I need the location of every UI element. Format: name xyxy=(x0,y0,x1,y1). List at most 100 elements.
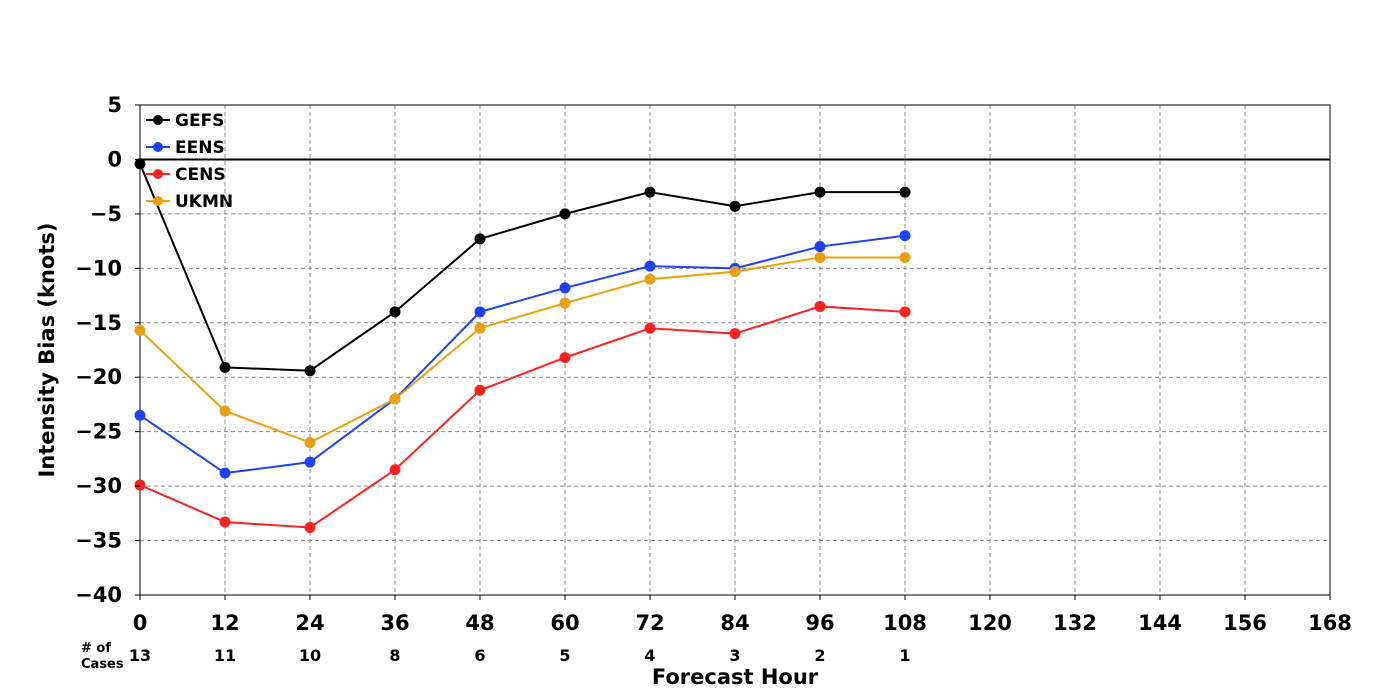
y-tick-label: 5 xyxy=(107,93,122,117)
series-layer xyxy=(134,158,911,533)
legend-item-eens: EENS xyxy=(146,138,225,158)
data-point-cens xyxy=(559,352,571,364)
case-count: 5 xyxy=(559,646,570,665)
data-point-gefs xyxy=(219,361,231,373)
data-point-ukmn xyxy=(304,437,316,449)
x-tick-label: 120 xyxy=(968,611,1012,635)
y-tick-label: 0 xyxy=(107,147,122,171)
case-count: 11 xyxy=(214,646,236,665)
data-point-ukmn xyxy=(729,266,741,278)
x-tick-label: 48 xyxy=(465,611,494,635)
data-point-ukmn xyxy=(644,273,656,285)
legend-swatch-marker xyxy=(153,169,163,179)
data-point-gefs xyxy=(559,208,571,220)
series-line-cens xyxy=(139,305,906,529)
data-point-eens xyxy=(559,282,571,294)
data-point-cens xyxy=(644,322,656,334)
x-tick-label: 132 xyxy=(1053,611,1097,635)
legend-label: EENS xyxy=(175,138,225,158)
series-gefs xyxy=(134,158,911,377)
series-cens xyxy=(134,300,911,533)
data-point-cens xyxy=(474,384,486,396)
y-tick-label: −20 xyxy=(75,365,122,389)
data-point-gefs xyxy=(304,365,316,377)
legend-item-ukmn: UKMN xyxy=(146,192,233,212)
series-line-ukmn xyxy=(139,256,905,444)
data-point-eens xyxy=(814,241,826,253)
x-tick-label: 0 xyxy=(133,611,148,635)
data-point-cens xyxy=(899,306,911,318)
legend-label: UKMN xyxy=(175,192,233,212)
case-count: 2 xyxy=(814,646,825,665)
case-count: 6 xyxy=(474,646,485,665)
x-axis-ticks: 0 12 24 36 48 60 72 84 96 108 120 132 144 156 168 xyxy=(133,595,1352,635)
data-point-ukmn xyxy=(559,297,571,309)
legend: GEFS EENS CENS UKMN xyxy=(146,111,233,212)
data-point-eens xyxy=(134,409,146,421)
series-eens xyxy=(134,230,911,479)
cases-row-label: # of xyxy=(81,641,111,656)
y-tick-label: −35 xyxy=(75,529,122,553)
y-tick-label: −5 xyxy=(90,202,122,226)
series-line-gefs xyxy=(139,163,905,372)
x-tick-label: 72 xyxy=(635,611,664,635)
x-tick-label: 156 xyxy=(1223,611,1267,635)
y-axis-label: Intensity Bias (knots) xyxy=(35,223,59,478)
x-tick-label: 108 xyxy=(883,611,927,635)
data-point-ukmn xyxy=(219,405,231,417)
data-point-cens xyxy=(729,328,741,340)
data-point-gefs xyxy=(474,233,486,245)
series-ukmn xyxy=(134,251,911,449)
data-point-cens xyxy=(389,464,401,476)
data-point-gefs xyxy=(814,186,826,198)
data-point-gefs xyxy=(134,158,146,170)
series-line-eens xyxy=(139,234,906,475)
legend-swatch-marker xyxy=(153,142,163,152)
case-count: 1 xyxy=(899,646,910,665)
case-count: 13 xyxy=(129,646,151,665)
y-axis-ticks: 5 0 −5 −10 −15 −20 −25 −30 −35 −40 xyxy=(75,93,140,607)
x-tick-label: 144 xyxy=(1138,611,1182,635)
data-point-cens xyxy=(304,521,316,533)
legend-swatch-marker xyxy=(153,115,163,125)
legend-item-cens: CENS xyxy=(146,165,226,185)
y-tick-label: −10 xyxy=(75,256,122,280)
data-point-ukmn xyxy=(134,324,146,336)
data-point-gefs xyxy=(729,200,741,212)
data-point-eens xyxy=(899,230,911,242)
data-point-eens xyxy=(644,260,656,272)
case-count: 8 xyxy=(389,646,400,665)
data-point-ukmn xyxy=(389,393,401,405)
y-tick-label: −25 xyxy=(75,420,122,444)
y-tick-label: −15 xyxy=(75,311,122,335)
case-count: 10 xyxy=(299,646,321,665)
x-tick-label: 36 xyxy=(380,611,409,635)
data-point-ukmn xyxy=(814,251,826,263)
data-point-ukmn xyxy=(474,322,486,334)
data-point-gefs xyxy=(389,306,401,318)
x-tick-label: 60 xyxy=(550,611,579,635)
data-point-gefs xyxy=(644,186,656,198)
x-tick-label: 168 xyxy=(1308,611,1352,635)
y-tick-label: −30 xyxy=(75,474,122,498)
x-tick-label: 84 xyxy=(720,611,749,635)
legend-label: CENS xyxy=(175,165,226,185)
x-axis-label: Forecast Hour xyxy=(652,665,819,689)
case-count: 4 xyxy=(644,646,655,665)
x-tick-label: 96 xyxy=(805,611,834,635)
data-point-eens xyxy=(304,456,316,468)
data-point-cens xyxy=(814,300,826,312)
cases-row-label: Cases xyxy=(81,657,124,672)
data-point-eens xyxy=(474,306,486,318)
legend-label: GEFS xyxy=(175,111,224,131)
x-tick-label: 24 xyxy=(295,611,324,635)
legend-swatch-marker xyxy=(153,196,163,206)
x-tick-label: 12 xyxy=(210,611,239,635)
data-point-ukmn xyxy=(899,251,911,263)
data-point-gefs xyxy=(899,186,911,198)
case-count: 3 xyxy=(729,646,740,665)
data-point-cens xyxy=(219,516,231,528)
data-point-eens xyxy=(219,467,231,479)
